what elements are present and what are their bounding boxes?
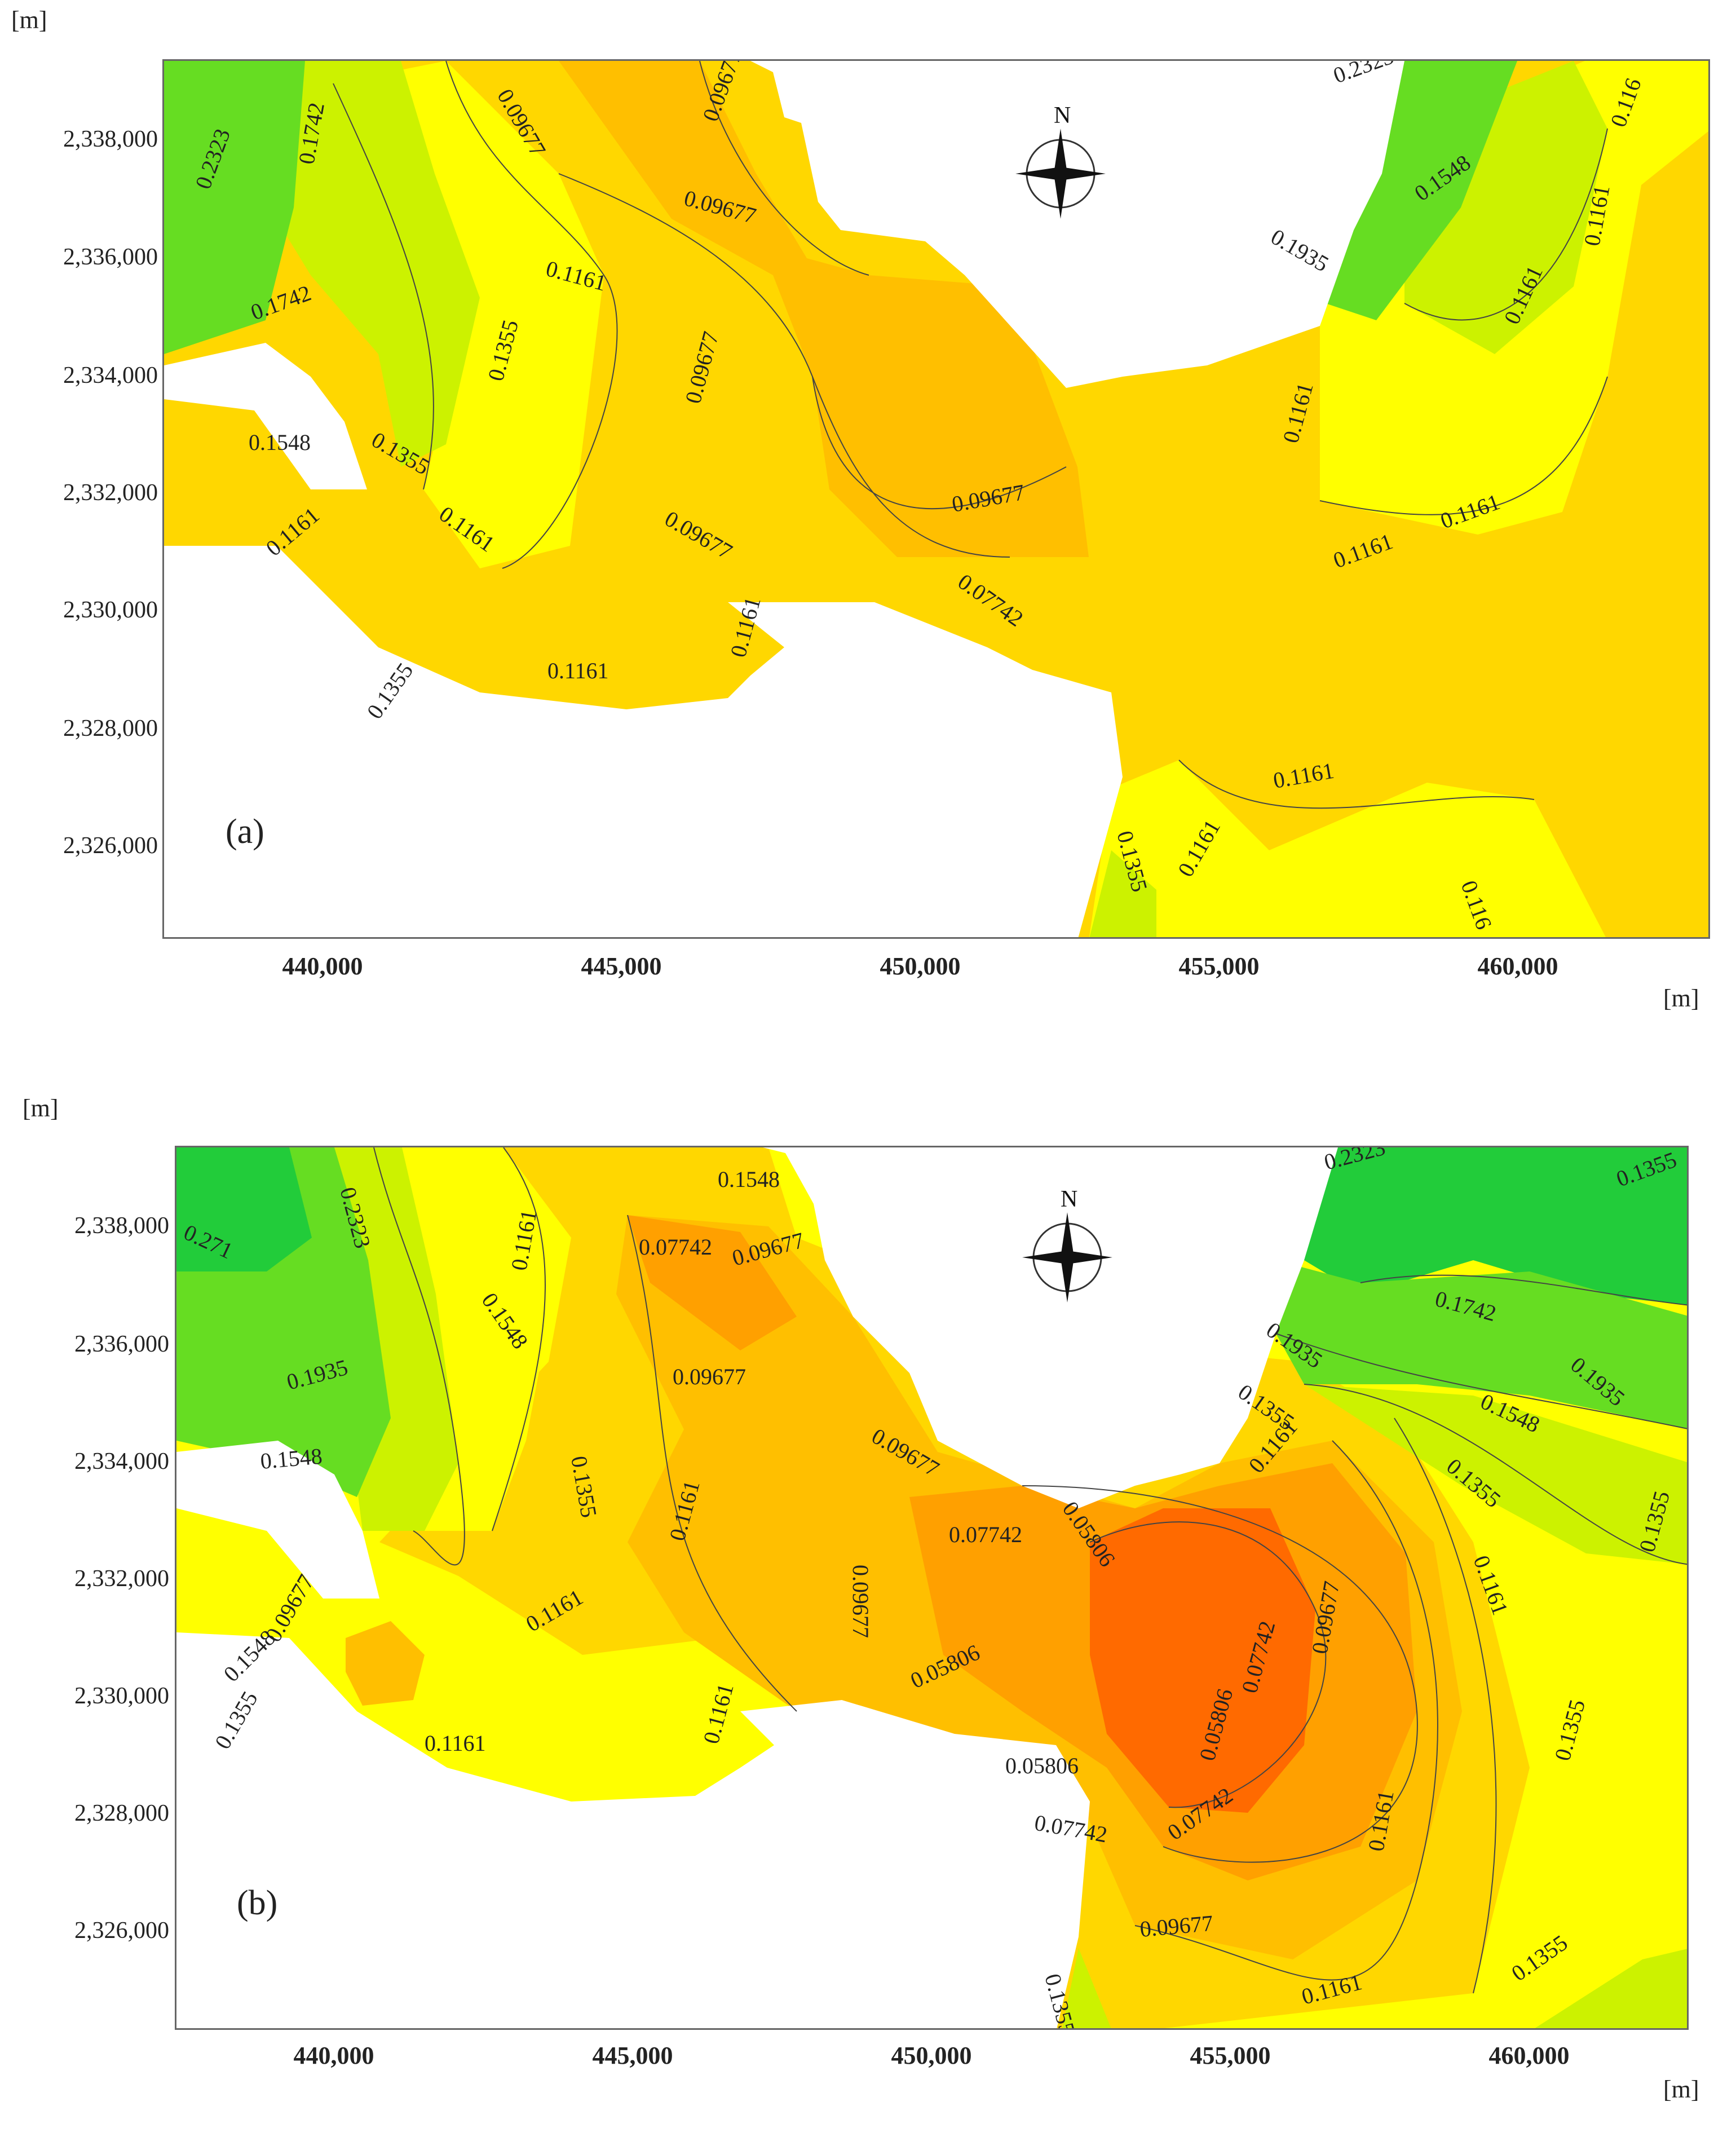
contour-line: [1319, 376, 1608, 515]
contour-line: [445, 61, 618, 569]
y-tick: 2,334,000: [74, 1449, 169, 1474]
map-panel-a: [m] [m] 2,338,000 2,336,000 2,334,000 2,…: [0, 0, 1736, 1054]
contour-line: [558, 173, 1010, 558]
x-unit-label: [m]: [1663, 2076, 1699, 2103]
yellow-green-zone-right: [1304, 1384, 1687, 1565]
contour-line: [627, 1215, 797, 1712]
green-zone-right: [1276, 1260, 1687, 1429]
contour-line: [1178, 760, 1535, 809]
y-tick: 2,336,000: [63, 244, 158, 270]
north-label: N: [1061, 1186, 1077, 1212]
contour-label: 0.1548: [259, 1443, 324, 1474]
y-unit-label: [m]: [11, 6, 47, 34]
land-north: [750, 61, 1404, 388]
contour-label: 0.09677: [848, 1565, 873, 1638]
x-tick: 460,000: [1477, 952, 1558, 980]
contour-label: 0.07742: [949, 1522, 1022, 1547]
land-south: [164, 546, 1123, 937]
contour-map: 0.2323 0.1742 0.1742 0.09677 0.09677 0.0…: [164, 61, 1708, 937]
contour-line: [1134, 1440, 1438, 1981]
x-tick: 440,000: [282, 952, 363, 980]
yellow-green-zone: [249, 61, 480, 467]
map-frame: 0.271 0.2323 0.1548 0.1161 0.1548 0.0774…: [175, 1146, 1689, 2030]
y-unit-label: [m]: [23, 1094, 59, 1122]
y-tick: 2,332,000: [74, 1566, 169, 1592]
x-tick: 455,000: [1190, 2042, 1271, 2069]
y-tick: 2,338,000: [63, 126, 158, 152]
map-frame: 0.2323 0.1742 0.1742 0.09677 0.09677 0.0…: [162, 59, 1710, 939]
contour-line: [1360, 1274, 1687, 1306]
y-tick: 2,338,000: [74, 1213, 169, 1239]
north-label: N: [1054, 103, 1071, 129]
yellow-zone-south: [1089, 760, 1606, 937]
y-tick: 2,334,000: [63, 363, 158, 388]
contour-label: 0.1161: [425, 1730, 486, 1756]
green-zone: [164, 61, 305, 354]
x-tick: 440,000: [293, 2042, 374, 2069]
y-tick: 2,326,000: [74, 1918, 169, 1944]
contour-map: 0.271 0.2323 0.1548 0.1161 0.1548 0.0774…: [176, 1147, 1687, 2028]
x-tick: 445,000: [581, 952, 662, 980]
land-south: [176, 1632, 1090, 2028]
contour-line: [492, 1147, 546, 1531]
contour-line: [1089, 1521, 1327, 1808]
contour-line: [333, 83, 434, 490]
map-panel-b: [m] [m] 2,338,000 2,336,000 2,334,000 2,…: [0, 1083, 1736, 2137]
green-dark-zone-right: [1304, 1147, 1687, 1305]
north-arrow-icon: N: [1022, 1186, 1112, 1302]
contour-lines: [333, 61, 1608, 809]
land-west-inlet: [164, 343, 367, 489]
panel-label: (b): [237, 1884, 278, 1922]
contour-line: [373, 1147, 465, 1566]
contour-line: [1404, 128, 1608, 321]
x-tick: 450,000: [891, 2042, 972, 2069]
contour-line: [1394, 1418, 1497, 1994]
contour-label: 0.05806: [1005, 1753, 1079, 1778]
x-tick: 445,000: [592, 2042, 673, 2069]
contour-line: [812, 376, 1067, 510]
x-tick: 460,000: [1488, 2042, 1570, 2069]
orange-zone: [628, 1215, 797, 1350]
contour-label: 0.1161: [547, 658, 609, 683]
land-west-inlet: [176, 1441, 379, 1599]
contour-line: [1275, 1333, 1687, 1429]
north-arrow-icon: N: [1015, 103, 1106, 219]
land-north: [763, 1147, 1338, 1508]
y-tick: 2,336,000: [74, 1331, 169, 1357]
red-orange-zone: [1090, 1508, 1315, 1813]
x-tick: 455,000: [1178, 952, 1260, 980]
contour-label: 0.1548: [249, 430, 311, 455]
orange-zone: [346, 1621, 425, 1706]
orange-zone: [446, 61, 1089, 557]
y-tick: 2,332,000: [63, 480, 158, 506]
contour-line: [1022, 1485, 1418, 1863]
y-tick: 2,330,000: [63, 597, 158, 623]
x-unit-label: [m]: [1663, 984, 1699, 1012]
y-tick: 2,326,000: [63, 833, 158, 859]
y-tick: 2,330,000: [74, 1683, 169, 1709]
y-tick: 2,328,000: [74, 1800, 169, 1826]
x-tick: 450,000: [880, 952, 961, 980]
contour-label: 0.09677: [673, 1364, 746, 1389]
contour-line: [1304, 1384, 1687, 1565]
contour-label: 0.1548: [718, 1167, 780, 1192]
yellow-green-zone-south: [1535, 1949, 1687, 2028]
contour-line: [699, 61, 869, 276]
panel-label: (a): [226, 813, 264, 851]
contour-label: 0.07742: [639, 1234, 712, 1260]
yellow-green-zone-south: [1089, 850, 1156, 937]
green-dark-zone: [176, 1147, 312, 1271]
yellow-green-zone-south: [1062, 1948, 1111, 2028]
contour-lines: [373, 1147, 1687, 1994]
y-tick: 2,328,000: [63, 716, 158, 741]
